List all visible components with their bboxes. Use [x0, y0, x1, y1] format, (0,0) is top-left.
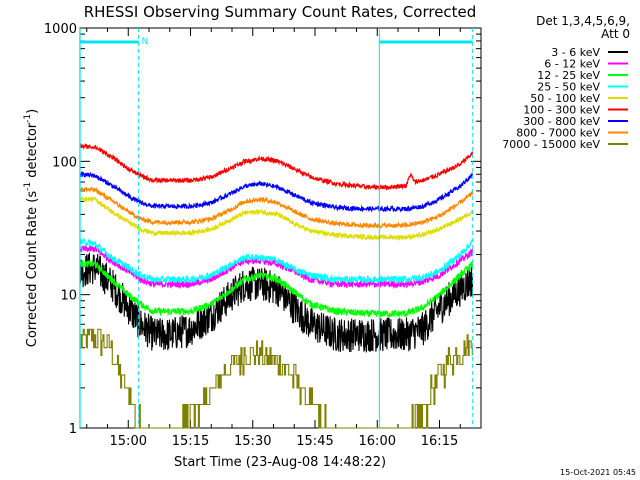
x-axis-label: Start Time (23-Aug-08 14:48:22) [174, 455, 386, 470]
series-line [79, 142, 474, 191]
legend-label: 12 - 25 keV [537, 69, 600, 82]
y-axis-label-part: Corrected Count Rate (s [25, 191, 40, 348]
y-tick-label: 100 [52, 155, 77, 170]
series-line [79, 170, 474, 213]
legend-label: 800 - 7000 keV [516, 127, 600, 140]
x-tick-label: 15:45 [296, 434, 333, 449]
attenuator-marker: N [142, 37, 149, 47]
legend-label: 100 - 300 keV [523, 104, 600, 117]
x-tick-label: 15:30 [234, 434, 271, 449]
y-axis-label-superscript: -1 [23, 114, 33, 123]
y-axis-label-superscript: -1 [23, 182, 33, 191]
series-line [79, 237, 474, 285]
y-axis-label-part: ) [25, 109, 40, 114]
legend-label: 3 - 6 keV [551, 46, 600, 59]
x-tick-label: 16:00 [359, 434, 396, 449]
legend-label: 7000 - 15000 keV [502, 138, 600, 151]
footer-timestamp: 15-Oct-2021 05:45 [560, 468, 636, 477]
x-tick-label: 16:15 [421, 434, 458, 449]
legend-label: 25 - 50 keV [537, 81, 600, 94]
series-line [80, 328, 473, 429]
series-line [79, 252, 474, 354]
x-tick-label: 15:00 [110, 434, 147, 449]
legend-label: 300 - 800 keV [523, 115, 600, 128]
y-tick-label: 10 [60, 289, 77, 304]
legend-header-line2: Att 0 [601, 27, 630, 41]
series-line [79, 186, 474, 230]
x-tick-label: 15:15 [172, 434, 209, 449]
legend-label: 50 - 100 keV [530, 92, 600, 105]
legend-header-line1: Det 1,3,4,5,6,9, [536, 14, 630, 28]
y-axis-label-part: detector [25, 122, 40, 182]
y-tick-label: 1 [69, 422, 77, 437]
chart-title: RHESSI Observing Summary Count Rates, Co… [84, 3, 477, 21]
legend-label: 6 - 12 keV [544, 58, 600, 71]
y-axis-label: Corrected Count Rate (s-1 detector-1) [23, 109, 40, 347]
series-line [79, 259, 474, 318]
y-tick-label: 1000 [44, 22, 77, 37]
series-line [79, 195, 474, 242]
